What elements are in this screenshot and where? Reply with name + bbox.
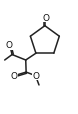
Text: O: O [32, 71, 39, 80]
Text: O: O [42, 13, 49, 22]
Text: O: O [6, 41, 13, 50]
Text: O: O [11, 71, 18, 80]
